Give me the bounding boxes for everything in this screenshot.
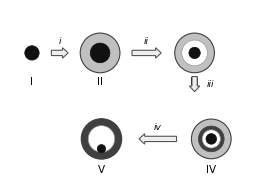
Ellipse shape [189, 47, 200, 59]
Ellipse shape [192, 119, 231, 159]
Ellipse shape [80, 33, 120, 73]
Ellipse shape [88, 126, 115, 152]
Polygon shape [139, 134, 177, 144]
Text: V: V [98, 165, 105, 175]
Polygon shape [132, 48, 161, 58]
Text: i: i [59, 37, 61, 46]
Text: II: II [97, 77, 103, 88]
Ellipse shape [175, 33, 214, 73]
Text: iv: iv [154, 123, 162, 132]
Ellipse shape [198, 126, 224, 152]
Ellipse shape [90, 43, 110, 63]
Text: III: III [190, 77, 199, 88]
Ellipse shape [25, 46, 39, 60]
Polygon shape [189, 77, 200, 92]
Ellipse shape [81, 119, 122, 159]
Text: iii: iii [207, 80, 215, 89]
Ellipse shape [206, 134, 217, 144]
Text: IV: IV [206, 165, 216, 175]
Ellipse shape [202, 130, 220, 148]
Text: ii: ii [144, 37, 149, 46]
Ellipse shape [97, 145, 106, 153]
Text: I: I [31, 77, 33, 88]
Ellipse shape [182, 40, 207, 66]
Polygon shape [51, 48, 68, 58]
